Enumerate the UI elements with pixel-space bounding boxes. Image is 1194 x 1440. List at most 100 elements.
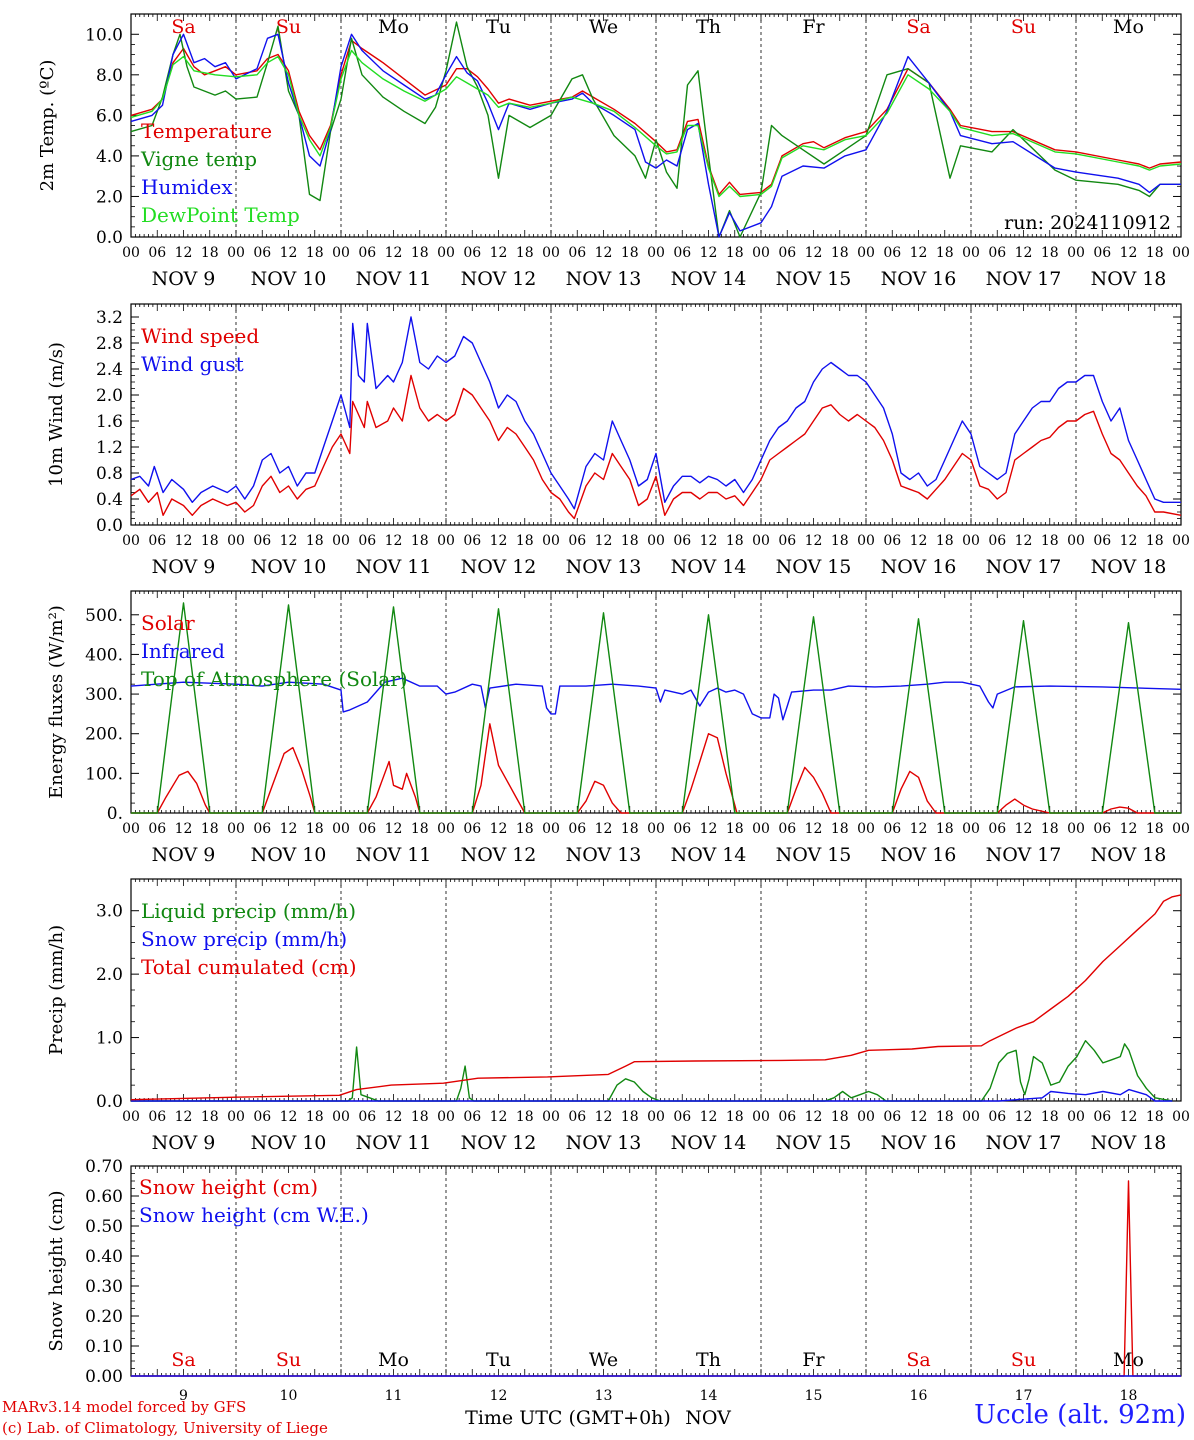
hour-tick-label: 00 [962, 533, 980, 549]
hour-tick-label: 06 [988, 533, 1006, 549]
hour-tick-label: 18 [621, 821, 639, 837]
day-name-label: Sa [906, 16, 930, 38]
date-label: NOV 17 [986, 1132, 1062, 1154]
hour-tick-label: 06 [568, 821, 586, 837]
hour-tick-label: 06 [778, 1109, 796, 1125]
date-label: NOV 14 [671, 844, 747, 866]
y-tick-label: 0.60 [85, 1187, 123, 1207]
day-name-label: Tu [486, 1349, 511, 1371]
hour-tick-label: 06 [253, 245, 271, 261]
hour-tick-label: 12 [175, 245, 193, 261]
hour-tick-label: 18 [1146, 245, 1164, 261]
hour-tick-label: 06 [568, 533, 586, 549]
series-line-total-cumulated-cm [130, 894, 1182, 1101]
hour-tick-label: 12 [385, 245, 403, 261]
date-label: NOV 11 [356, 556, 432, 578]
x-axis-title: Time UTC (GMT+0h) [465, 1407, 671, 1429]
hour-tick-label: 06 [358, 245, 376, 261]
date-label: NOV 9 [152, 1132, 216, 1154]
hour-tick-label: 18 [306, 821, 324, 837]
hour-tick-label: 06 [883, 1109, 901, 1125]
date-label: NOV 16 [881, 268, 957, 290]
y-tick-label: 1.2 [96, 438, 123, 458]
hour-tick-label: 12 [805, 245, 823, 261]
hour-tick-label: 12 [805, 533, 823, 549]
date-label: NOV 10 [251, 268, 327, 290]
hour-tick-label: 00 [752, 821, 770, 837]
date-label: NOV 16 [881, 844, 957, 866]
hour-tick-label: 18 [411, 533, 429, 549]
day-name-label: Mo [378, 1349, 409, 1371]
hour-tick-label: 00 [437, 1109, 455, 1125]
date-label: NOV 11 [356, 844, 432, 866]
series-line-wind-gust [130, 316, 1181, 510]
hour-tick-label: 06 [358, 821, 376, 837]
day-name-label: Su [1011, 16, 1036, 38]
hour-tick-label: 12 [1120, 245, 1138, 261]
day-name-label: We [589, 1349, 618, 1371]
hour-tick-label: 18 [411, 245, 429, 261]
bottom-day-number: 17 [1015, 1388, 1033, 1404]
panel-wind: 0.0 0.4 0.8 1.2 1.6 2.0 2.4 2.8 3.2 10m Wind (m/s… [46, 303, 1190, 578]
legend-entry: Wind gust [141, 352, 244, 376]
hour-tick-label: 12 [1015, 533, 1033, 549]
hour-tick-label: 12 [280, 821, 298, 837]
hour-tick-label: 18 [306, 533, 324, 549]
date-label: NOV 18 [1091, 1132, 1167, 1154]
hour-tick-label: 12 [910, 821, 928, 837]
y-tick-label: 200. [85, 725, 123, 745]
series-line-vigne-temp [130, 21, 1181, 238]
date-label: NOV 17 [986, 844, 1062, 866]
hour-tick-label: 06 [358, 533, 376, 549]
hour-tick-label: 18 [726, 533, 744, 549]
hour-tick-label: 06 [673, 533, 691, 549]
y-tick-label: 100. [85, 764, 123, 784]
day-name-label: Mo [1113, 1349, 1144, 1371]
hour-tick-label: 12 [700, 245, 718, 261]
date-label: NOV 13 [566, 1132, 642, 1154]
hour-tick-label: 18 [306, 1109, 324, 1125]
hour-tick-label: 06 [148, 245, 166, 261]
y-tick-label: 2.0 [96, 965, 123, 985]
y-tick-label: 0.20 [85, 1307, 123, 1327]
hour-tick-label: 06 [988, 821, 1006, 837]
hour-tick-label: 18 [1041, 1109, 1059, 1125]
hour-tick-label: 18 [1146, 533, 1164, 549]
series-line-liquid-precip-mm-h [131, 1040, 1173, 1102]
y-tick-label: 4.0 [96, 147, 123, 167]
date-label: NOV 16 [881, 556, 957, 578]
hour-tick-label: 06 [778, 533, 796, 549]
hour-tick-label: 12 [805, 821, 823, 837]
bottom-day-number: 16 [910, 1388, 928, 1404]
y-tick-label: 2.0 [96, 386, 123, 406]
hour-tick-label: 18 [936, 821, 954, 837]
hour-tick-label: 12 [595, 821, 613, 837]
hour-tick-label: 06 [673, 821, 691, 837]
hour-tick-label: 06 [358, 1109, 376, 1125]
hour-tick-label: 06 [1093, 533, 1111, 549]
date-label: NOV 15 [776, 1132, 852, 1154]
hour-tick-label: 00 [1067, 1109, 1085, 1125]
hour-tick-label: 00 [437, 821, 455, 837]
y-tick-label: 0.10 [85, 1337, 123, 1357]
hour-tick-label: 18 [516, 245, 534, 261]
bottom-day-number: 13 [595, 1388, 613, 1404]
hour-tick-label: 18 [726, 245, 744, 261]
hour-tick-label: 06 [988, 245, 1006, 261]
legend-entry: Infrared [141, 639, 225, 663]
hour-tick-label: 06 [463, 245, 481, 261]
date-label: NOV 13 [566, 844, 642, 866]
date-label: NOV 12 [461, 268, 537, 290]
legend-entry: Snow height (cm) [139, 1175, 318, 1199]
hour-tick-label: 00 [1172, 821, 1190, 837]
y-tick-label: 300. [85, 685, 123, 705]
day-name-label: Th [696, 16, 721, 38]
hour-tick-label: 12 [175, 821, 193, 837]
hour-tick-label: 00 [227, 821, 245, 837]
series-line-wind-speed [130, 374, 1182, 520]
y-tick-label: 1.0 [96, 1029, 123, 1049]
hour-tick-label: 12 [700, 533, 718, 549]
hour-tick-label: 12 [175, 1109, 193, 1125]
hour-tick-label: 00 [332, 245, 350, 261]
hour-tick-label: 00 [647, 821, 665, 837]
